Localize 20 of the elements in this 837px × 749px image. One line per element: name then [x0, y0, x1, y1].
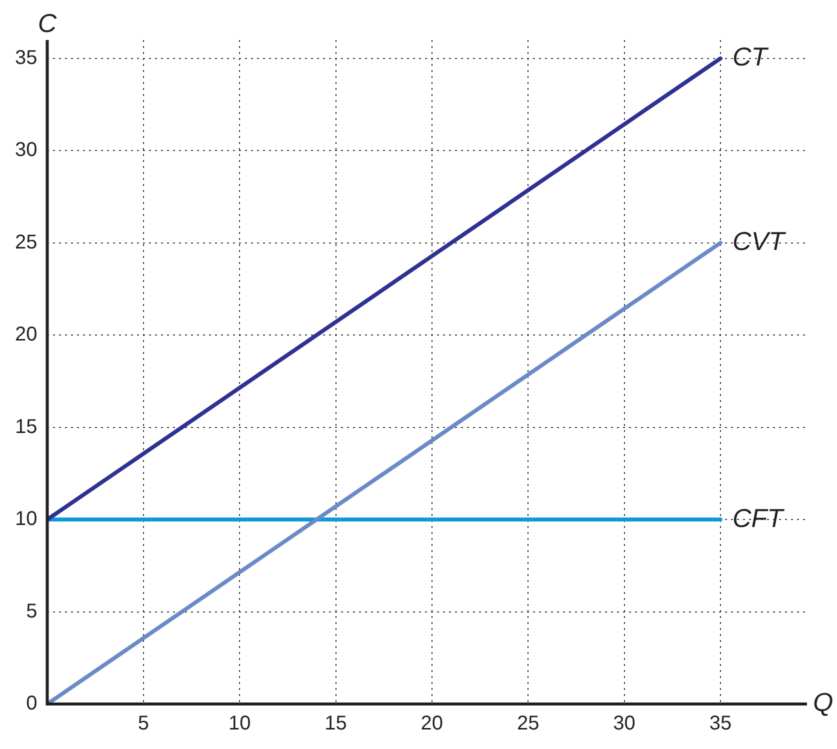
y-tick-label: 5 [26, 600, 38, 622]
x-axis-title: Q [813, 687, 834, 718]
x-tick-label: 15 [324, 712, 347, 735]
y-tick-label: 30 [14, 139, 38, 162]
series-label: CVT [732, 226, 787, 256]
x-tick-label: 35 [709, 712, 732, 735]
y-tick-label: 15 [14, 416, 38, 438]
x-tick-label: 20 [420, 712, 444, 735]
y-tick-label: 0 [26, 692, 38, 715]
y-tick-label: 10 [14, 508, 38, 530]
x-tick-label: 25 [516, 712, 540, 735]
x-tick-label: 5 [138, 712, 149, 735]
y-axis-title: C [38, 8, 57, 38]
series-label: CFT [732, 502, 786, 533]
series-label: CT [732, 42, 770, 72]
x-tick-label: 30 [613, 712, 636, 735]
x-tick-label: 10 [228, 712, 251, 735]
y-tick-label: 35 [14, 46, 38, 69]
y-tick-label: 20 [14, 324, 38, 346]
y-tick-label: 25 [14, 231, 38, 254]
